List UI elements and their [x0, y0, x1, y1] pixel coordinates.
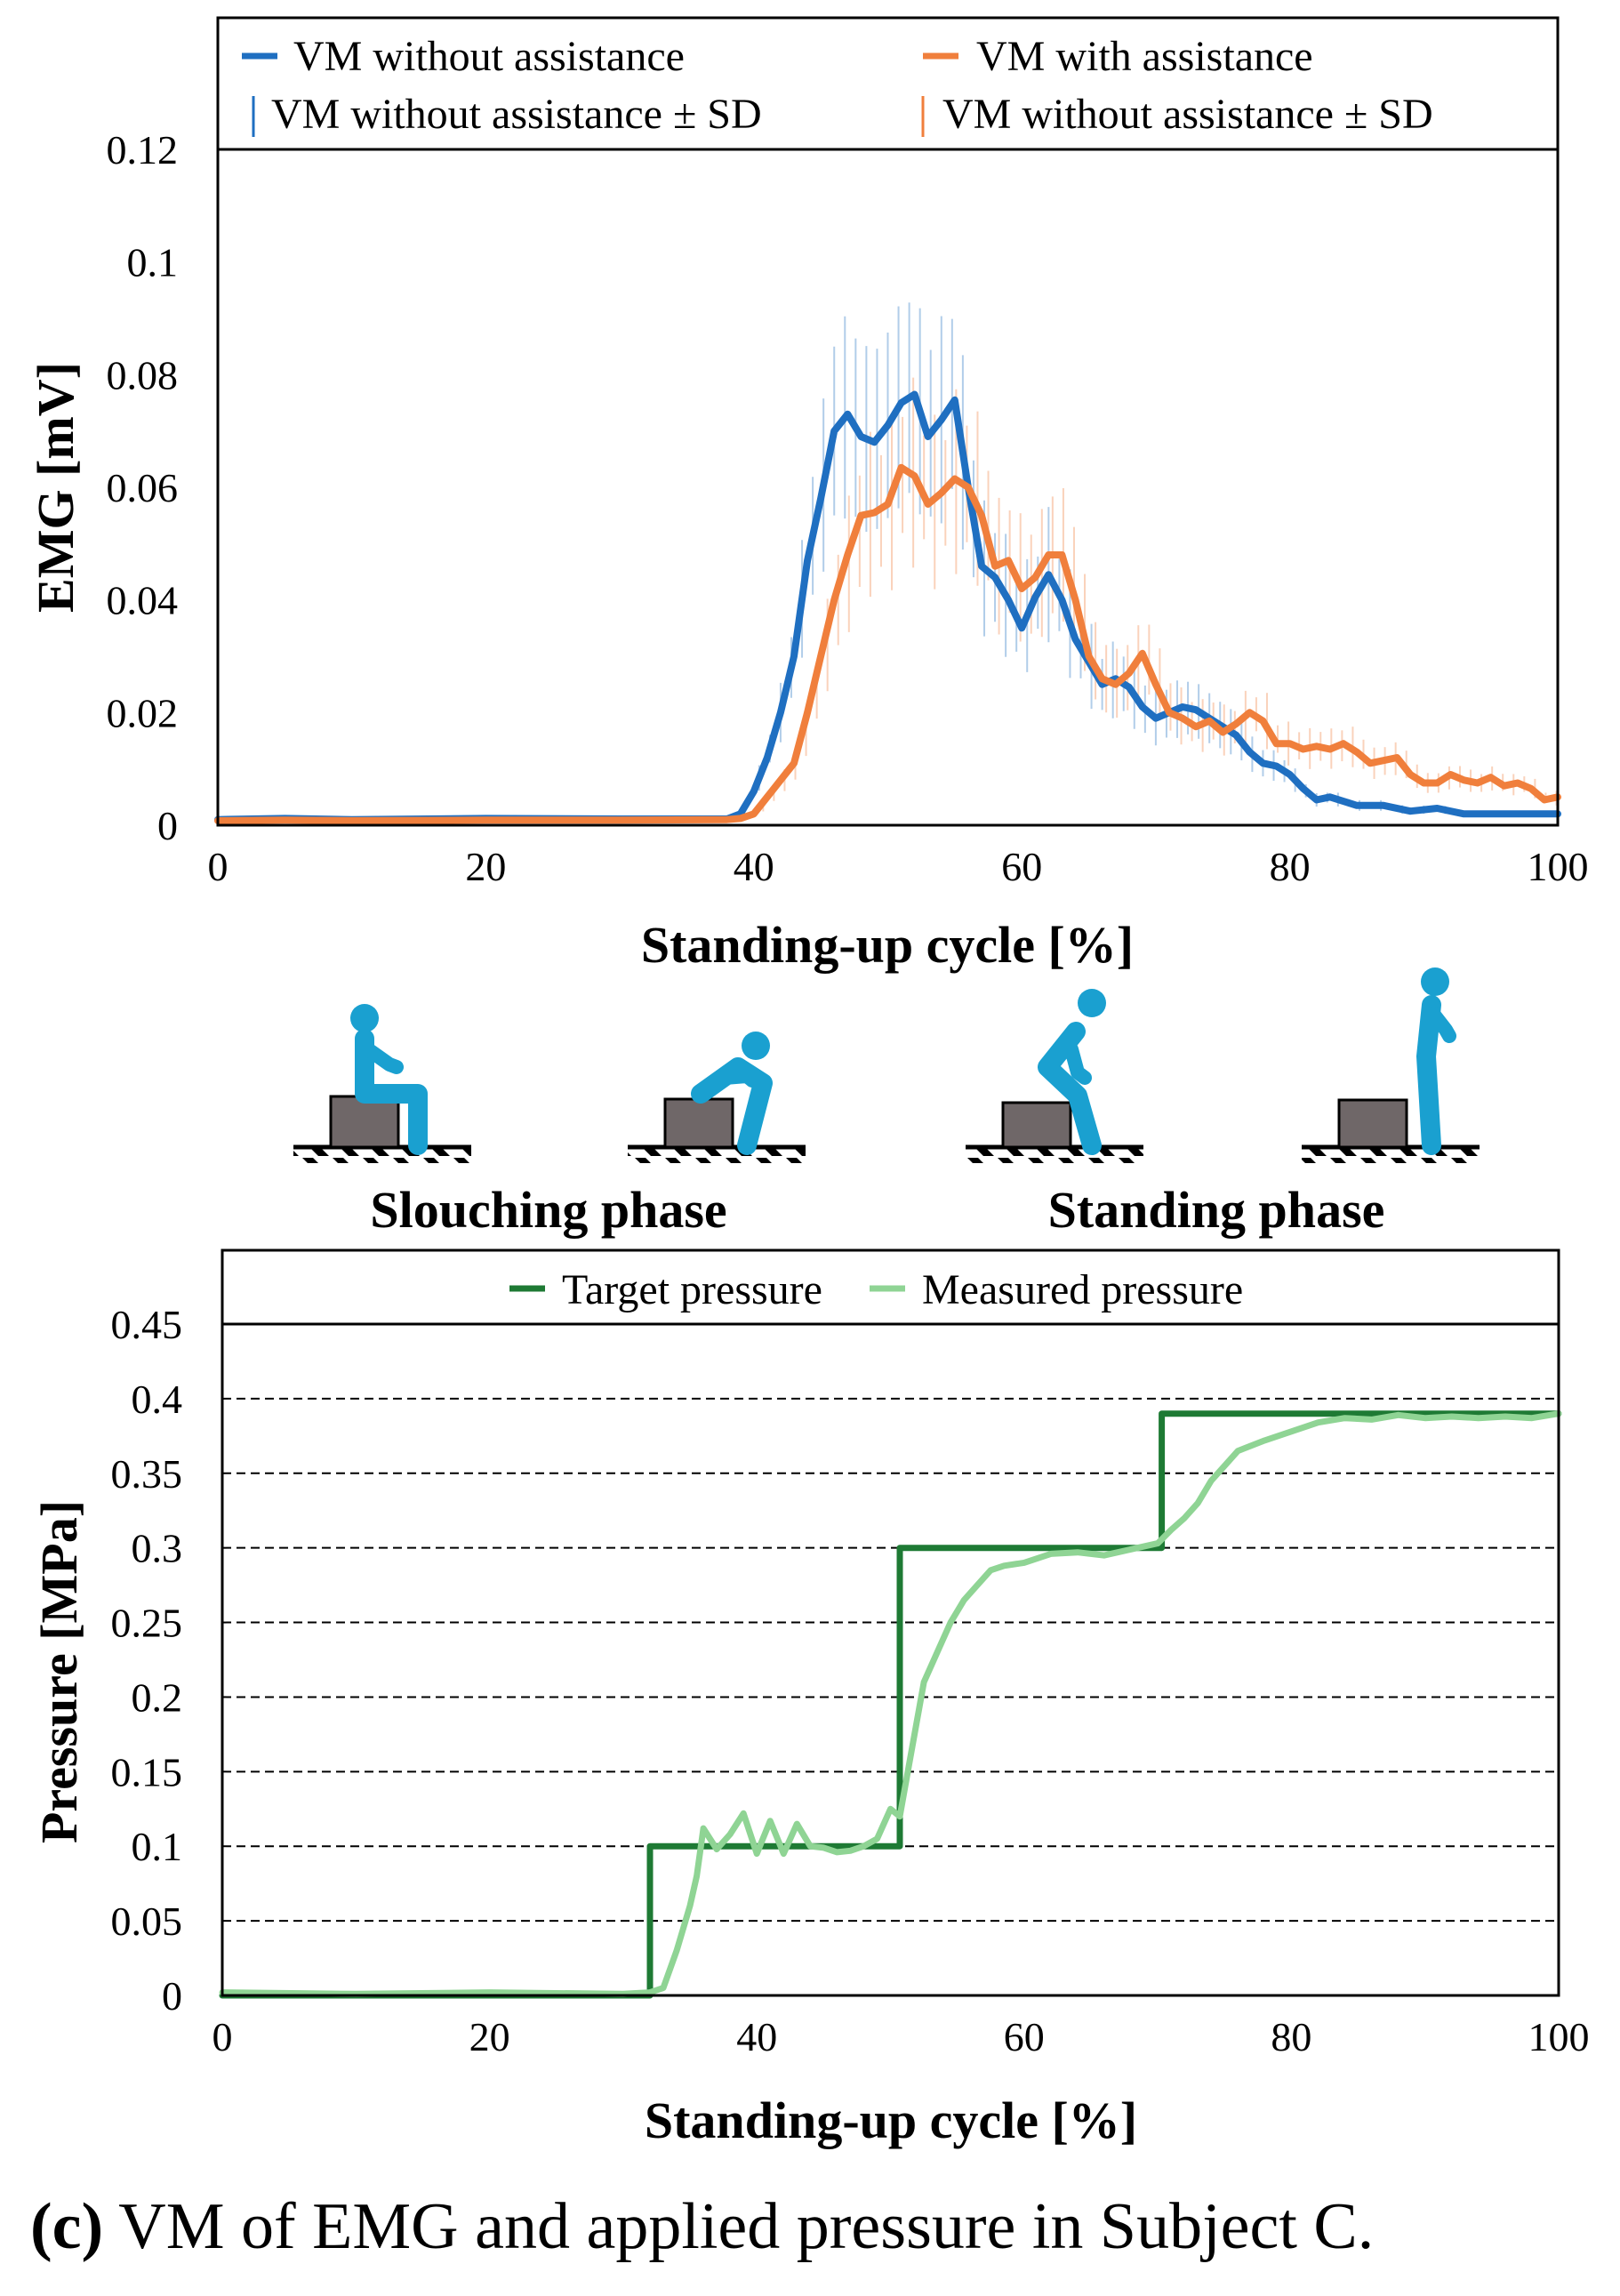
emg-y-axis-label: EMG [mV]	[27, 362, 84, 613]
emg-sd-bars	[726, 302, 1558, 822]
pressure-y-axis-label: Pressure [MPa]	[30, 1500, 88, 1843]
y-tick-label: 0.35	[111, 1451, 183, 1497]
emg-x-axis-label: Standing-up cycle [%]	[641, 916, 1134, 974]
y-tick-label: 0.15	[111, 1749, 183, 1794]
x-tick-label: 100	[1528, 844, 1589, 889]
caption-tag: (c)	[30, 2190, 104, 2263]
emg-chart: VM without assistance VM with assistance…	[27, 16, 1589, 974]
y-tick-label: 0.1	[127, 240, 179, 285]
pressure-y-ticks: 0 0.05 0.1 0.15 0.2 0.25 0.3 0.35 0.4 0.45	[111, 1302, 183, 2019]
x-tick-label: 80	[1270, 844, 1311, 889]
pressure-plot-frame	[221, 1322, 1560, 1997]
chair-box	[1001, 1101, 1072, 1149]
y-tick-label: 0.02	[107, 690, 179, 735]
person-icon	[691, 1032, 773, 1155]
ground-hatch	[628, 1147, 806, 1163]
emg-x-ticks: 0 20 40 60 80 100	[208, 844, 1589, 889]
y-tick-label: 0.04	[107, 578, 179, 623]
x-tick-label: 40	[734, 844, 774, 889]
caption-text: VM of EMG and applied pressure in Subjec…	[103, 2190, 1375, 2263]
legend-label-measured-pressure: Measured pressure	[922, 1266, 1243, 1313]
series-line-vm-without-assistance	[214, 390, 1561, 823]
x-tick-label: 60	[1001, 844, 1042, 889]
emg-series-lines	[214, 390, 1561, 824]
pressure-x-axis-label: Standing-up cycle [%]	[645, 2091, 1137, 2149]
figure-slouching	[628, 1032, 806, 1163]
figure-lifting	[966, 989, 1143, 1163]
y-tick-label: 0.1	[132, 1824, 183, 1869]
emg-y-ticks: 0 0.02 0.04 0.06 0.08 0.1 0.12	[107, 127, 179, 848]
x-tick-label: 40	[736, 2014, 777, 2059]
legend-label-target-pressure: Target pressure	[562, 1266, 822, 1313]
y-tick-label: 0.12	[107, 127, 179, 173]
y-tick-label: 0.25	[111, 1601, 183, 1646]
x-tick-label: 20	[469, 2014, 510, 2059]
series-line-measured-pressure	[219, 1410, 1562, 1997]
standing-phase-label: Standing phase	[1048, 1181, 1385, 1239]
x-tick-label: 60	[1004, 2014, 1045, 2059]
person-icon	[1038, 989, 1106, 1155]
slouching-phase-label: Slouching phase	[370, 1181, 726, 1239]
ground-hatch	[1302, 1147, 1480, 1163]
y-tick-label: 0.06	[107, 465, 179, 510]
y-tick-label: 0.2	[132, 1674, 183, 1720]
pressure-legend: Target pressure Measured pressure	[509, 1266, 1243, 1313]
x-tick-label: 20	[465, 844, 506, 889]
series-line-vm-with-assistance	[214, 463, 1561, 824]
figure-caption: (c) VM of EMG and applied pressure in Su…	[30, 2189, 1374, 2265]
pressure-chart: Target pressure Measured pressure 00.050…	[30, 1248, 1590, 2149]
chair-box	[329, 1095, 400, 1149]
y-tick-label: 0.05	[111, 1899, 183, 1944]
y-tick-label: 0	[157, 803, 178, 848]
legend-label-vm-with: VM with assistance	[976, 33, 1313, 80]
y-tick-label: 0	[162, 1973, 182, 2019]
figure-sitting-upright	[293, 1004, 471, 1163]
pressure-series-lines	[219, 1410, 1562, 1999]
series-line-target-pressure	[219, 1410, 1562, 1999]
y-tick-label: 0.45	[111, 1302, 183, 1347]
emg-plot-frame	[216, 148, 1560, 827]
person-icon	[350, 1004, 428, 1155]
figure-standing	[1302, 967, 1480, 1163]
phase-illustration: Slouching phase Standing phase	[293, 967, 1480, 1239]
legend-label-vm-with-sd: VM without assistance ± SD	[942, 91, 1433, 138]
x-tick-label: 0	[208, 844, 229, 889]
ground-hatch	[966, 1147, 1143, 1163]
x-tick-label: 0	[213, 2014, 233, 2059]
chair-box	[1337, 1098, 1408, 1149]
x-tick-label: 80	[1271, 2014, 1311, 2059]
y-tick-label: 0.3	[132, 1526, 183, 1571]
person-icon	[1416, 967, 1456, 1155]
x-tick-label: 100	[1528, 2014, 1590, 2059]
emg-legend: VM without assistance VM with assistance…	[242, 33, 1433, 138]
legend-label-vm-without-sd: VM without assistance ± SD	[271, 91, 762, 138]
ground-hatch	[293, 1147, 471, 1163]
y-tick-label: 0.4	[132, 1377, 183, 1422]
chair-box	[663, 1097, 734, 1149]
pressure-x-ticks: 0 20 40 60 80 100	[213, 2014, 1590, 2059]
legend-label-vm-without: VM without assistance	[293, 33, 685, 80]
y-tick-label: 0.08	[107, 352, 179, 397]
